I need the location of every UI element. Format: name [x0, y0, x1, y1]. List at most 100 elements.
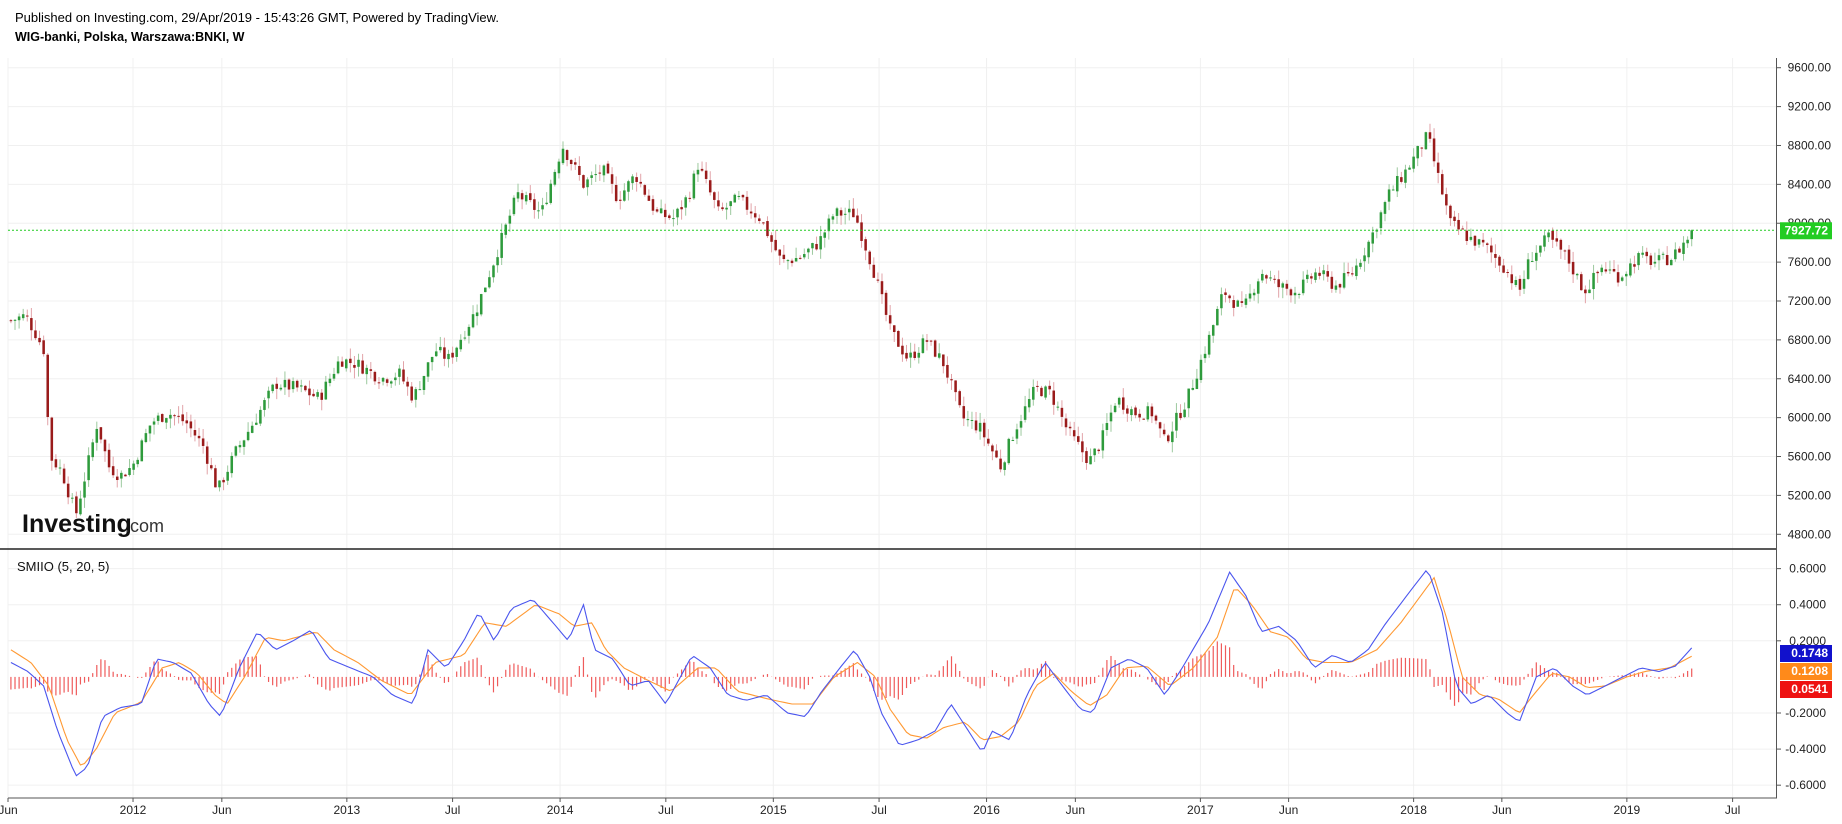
candle-body: [1285, 283, 1289, 289]
candle-body: [394, 377, 397, 381]
price-axis: 9600.009200.008800.008400.008000.007600.…: [1777, 61, 1832, 541]
candle-body: [1678, 248, 1681, 253]
candle-body: [1596, 271, 1599, 274]
candle-body: [1518, 278, 1522, 290]
candle-body: [758, 218, 761, 221]
candle-body: [1261, 273, 1264, 281]
candle-body: [512, 197, 516, 215]
candle-body: [713, 192, 716, 200]
candle-body: [1440, 174, 1444, 195]
candle-body: [328, 378, 332, 384]
candle-body: [353, 364, 356, 368]
time-tick-label: Jun: [0, 803, 18, 817]
candle-body: [467, 326, 471, 336]
candle-body: [1240, 301, 1244, 303]
candle-body: [1682, 242, 1685, 254]
candle-body: [692, 173, 696, 199]
candle-body: [1494, 254, 1497, 258]
candle-body: [578, 165, 581, 175]
candle-body: [169, 414, 172, 419]
candle-body: [1093, 448, 1096, 456]
candle-body: [839, 210, 843, 216]
price-tick-label: 6800.00: [1788, 333, 1832, 347]
candle-body: [868, 251, 871, 265]
candle-body: [287, 379, 291, 390]
candle-body: [848, 208, 851, 213]
candle-body: [529, 193, 532, 201]
candle-body: [357, 359, 360, 367]
candle-body: [962, 406, 966, 419]
candle-body: [451, 352, 454, 358]
candle-body: [925, 340, 929, 342]
candle-body: [798, 257, 802, 259]
candle-body: [447, 353, 450, 360]
candle-body: [1244, 298, 1248, 305]
candle-body: [1445, 194, 1448, 206]
candle-body: [434, 351, 438, 357]
candle-body: [537, 210, 540, 212]
candle-body: [921, 338, 925, 353]
candle-body: [1604, 269, 1608, 272]
candle-body: [398, 368, 401, 377]
last-price-tag-bg: [1780, 222, 1832, 240]
candle-body: [1199, 359, 1203, 381]
chart-header: Published on Investing.com, 29/Apr/2019 …: [15, 9, 499, 46]
candle-body: [308, 388, 311, 396]
candle-body: [1567, 249, 1571, 264]
candle-body: [1453, 216, 1456, 221]
candle-body: [1297, 293, 1301, 295]
price-tick-label: 7600.00: [1788, 255, 1832, 269]
candle-body: [21, 314, 25, 319]
candle-body: [312, 393, 315, 397]
candle-body: [1400, 177, 1403, 182]
candle-body: [1498, 256, 1501, 266]
candle-body: [901, 345, 904, 355]
candle-body: [373, 371, 377, 382]
time-tick-label: Jul: [871, 803, 886, 817]
candle-body: [1404, 169, 1407, 183]
candle-body: [1134, 407, 1137, 416]
candle-body: [46, 354, 49, 417]
candle-body: [1293, 292, 1297, 296]
candle-body: [255, 422, 258, 425]
candle-body: [120, 472, 123, 479]
candle-body: [942, 354, 945, 367]
candle-body: [1428, 132, 1432, 139]
candle-body: [455, 347, 458, 357]
time-tick-label: Jul: [445, 803, 460, 817]
candle-body: [1175, 412, 1178, 431]
candle-body: [1150, 406, 1154, 417]
candle-body: [1044, 386, 1047, 398]
candle-body: [406, 381, 409, 387]
candle-body: [1616, 272, 1620, 283]
time-tick-label: Jul: [658, 803, 673, 817]
candle-body: [704, 170, 708, 179]
candle-body: [1265, 275, 1268, 279]
candle-body: [1465, 230, 1469, 241]
candle-body: [725, 207, 728, 210]
smiio-lines: [10, 570, 1693, 777]
candle-body: [708, 180, 712, 193]
candle-body: [966, 419, 970, 421]
candle-body: [173, 415, 176, 417]
candle-body: [794, 258, 798, 262]
candle-body: [1424, 132, 1428, 150]
candle-body: [238, 445, 242, 448]
candle-body: [1101, 430, 1105, 451]
candle-body: [193, 430, 197, 436]
price-tick-label: 9600.00: [1788, 61, 1832, 75]
candle-body: [1477, 239, 1481, 245]
candle-body: [1608, 269, 1612, 271]
candle-body: [132, 463, 135, 470]
candle-body: [917, 352, 921, 358]
candle-body: [1158, 422, 1162, 429]
time-axis: Jun 2012 Jun 2013 Jul 2014 Jul 2015 Jul 2016 Jun 20…: [0, 798, 1740, 817]
candle-body: [1395, 176, 1399, 192]
candle-body: [663, 209, 667, 218]
candle-body: [958, 391, 961, 406]
candle-body: [1359, 262, 1362, 267]
candle-body: [1032, 386, 1035, 400]
candle-body: [516, 192, 520, 199]
last-price-tag: 7927.72: [1785, 223, 1829, 237]
